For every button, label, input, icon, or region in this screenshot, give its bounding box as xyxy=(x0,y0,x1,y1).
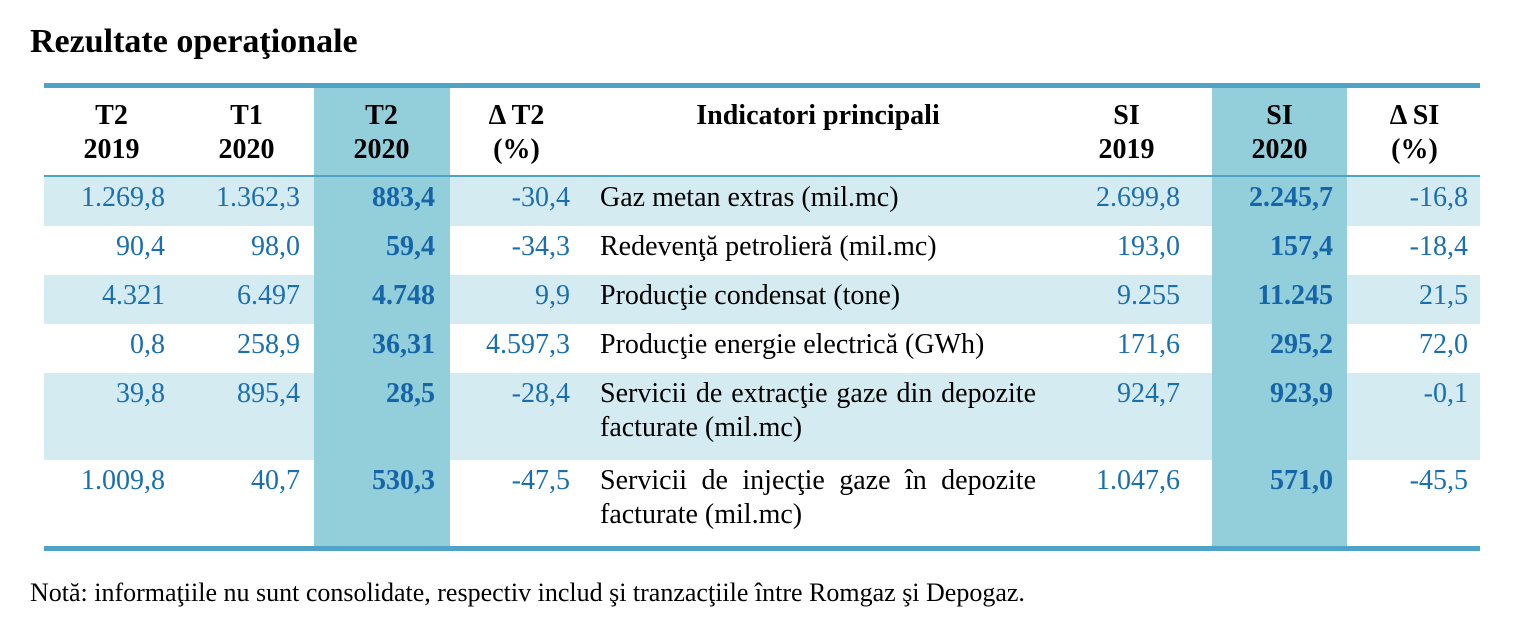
column-header-indicator: Indicatori principali xyxy=(696,100,940,131)
column-header-line: 2020 xyxy=(218,134,275,165)
column-header-line: 2019 xyxy=(1098,134,1155,165)
column-header-line: 2019 xyxy=(83,134,140,165)
cell-t2-2019: 1.269,8 xyxy=(81,182,165,213)
cell-t1-2020: 40,7 xyxy=(251,465,300,496)
cell-delta-si: -18,4 xyxy=(1409,231,1468,262)
cell-t2-2020: 28,5 xyxy=(386,378,435,409)
cell-delta-si: -0,1 xyxy=(1423,378,1468,409)
column-header-t2-2019: T2 2019 xyxy=(44,99,179,167)
cell-si-2019: 1.047,6 xyxy=(1096,465,1180,496)
highlight-column xyxy=(314,88,450,546)
cell-si-2019: 9.255 xyxy=(1117,280,1180,311)
cell-delta-si: -16,8 xyxy=(1409,182,1468,213)
page-title: Rezultate operaţionale xyxy=(30,23,358,60)
column-header-line: Δ T2 xyxy=(488,100,545,131)
column-header-line: (%) xyxy=(493,134,540,165)
column-header-t2-2020: T2 2020 xyxy=(314,99,449,167)
footnote: Notă: informaţiile nu sunt consolidate, … xyxy=(30,578,1025,607)
column-header-si-2020: SI 2020 xyxy=(1212,99,1347,167)
cell-t2-2019: 0,8 xyxy=(130,329,165,360)
cell-si-2020: 11.245 xyxy=(1257,280,1333,311)
cell-si-2020: 295,2 xyxy=(1270,329,1333,360)
cell-delta-t2: -34,3 xyxy=(511,231,570,262)
cell-t1-2020: 895,4 xyxy=(237,378,300,409)
cell-si-2020: 571,0 xyxy=(1270,465,1333,496)
cell-t2-2020: 36,31 xyxy=(372,329,435,360)
cell-t2-2019: 90,4 xyxy=(116,231,165,262)
cell-delta-t2: 4.597,3 xyxy=(486,329,570,360)
indicator-label: Servicii de extracţie gaze din depozite … xyxy=(600,378,1036,443)
cell-si-2020: 2.245,7 xyxy=(1249,182,1333,213)
cell-t2-2020: 530,3 xyxy=(372,465,435,496)
cell-t2-2020: 883,4 xyxy=(372,182,435,213)
column-header-delta-si: Δ SI (%) xyxy=(1347,99,1482,167)
cell-si-2019: 2.699,8 xyxy=(1096,182,1180,213)
cell-si-2019: 924,7 xyxy=(1117,378,1180,409)
cell-delta-si: -45,5 xyxy=(1409,465,1468,496)
cell-t1-2020: 98,0 xyxy=(251,231,300,262)
column-header-line: Δ SI xyxy=(1389,100,1440,131)
column-header-si-2019: SI 2019 xyxy=(1059,99,1194,167)
cell-si-2020: 157,4 xyxy=(1270,231,1333,262)
cell-t2-2019: 39,8 xyxy=(116,378,165,409)
operational-results-table: T2 2019 T1 2020 T2 2020 Δ T2 (%) Indicatori prin… xyxy=(44,83,1480,551)
cell-t1-2020: 6.497 xyxy=(237,280,300,311)
cell-t1-2020: 258,9 xyxy=(237,329,300,360)
indicator-label: Producţie condensat (tone) xyxy=(600,280,901,311)
cell-delta-si: 72,0 xyxy=(1419,329,1468,360)
cell-si-2020: 923,9 xyxy=(1270,378,1333,409)
column-header-line: T2 xyxy=(95,100,128,131)
highlight-column xyxy=(1212,88,1347,546)
cell-delta-t2: 9,9 xyxy=(535,280,570,311)
header-separator xyxy=(44,175,1480,177)
column-header-line: 2020 xyxy=(1251,134,1308,165)
indicator-label: Producţie energie electrică (GWh) xyxy=(600,329,985,360)
cell-si-2019: 171,6 xyxy=(1117,329,1180,360)
column-header-t1-2020: T1 2020 xyxy=(179,99,314,167)
indicator-label: Servicii de injecţie gaze în depozite fa… xyxy=(600,465,1036,530)
cell-t2-2020: 4.748 xyxy=(372,280,435,311)
cell-si-2019: 193,0 xyxy=(1117,231,1180,262)
column-header-delta-t2: Δ T2 (%) xyxy=(449,99,584,167)
column-header-line: T2 xyxy=(365,100,398,131)
column-header-line: (%) xyxy=(1391,134,1438,165)
table-bottom-rule xyxy=(44,546,1480,551)
column-header-line: T1 xyxy=(230,100,263,131)
cell-delta-t2: -28,4 xyxy=(511,378,570,409)
table-top-rule xyxy=(44,83,1480,88)
cell-t1-2020: 1.362,3 xyxy=(216,182,300,213)
cell-t2-2020: 59,4 xyxy=(386,231,435,262)
cell-delta-t2: -30,4 xyxy=(511,182,570,213)
indicator-label: Redevenţă petrolieră (mil.mc) xyxy=(600,231,937,262)
cell-delta-t2: -47,5 xyxy=(511,465,570,496)
column-header-line: SI xyxy=(1113,100,1140,131)
cell-delta-si: 21,5 xyxy=(1419,280,1468,311)
cell-t2-2019: 4.321 xyxy=(102,280,165,311)
column-header-line: 2020 xyxy=(353,134,410,165)
indicator-label: Gaz metan extras (mil.mc) xyxy=(600,182,899,213)
column-header-line: SI xyxy=(1266,100,1293,131)
cell-t2-2019: 1.009,8 xyxy=(81,465,165,496)
